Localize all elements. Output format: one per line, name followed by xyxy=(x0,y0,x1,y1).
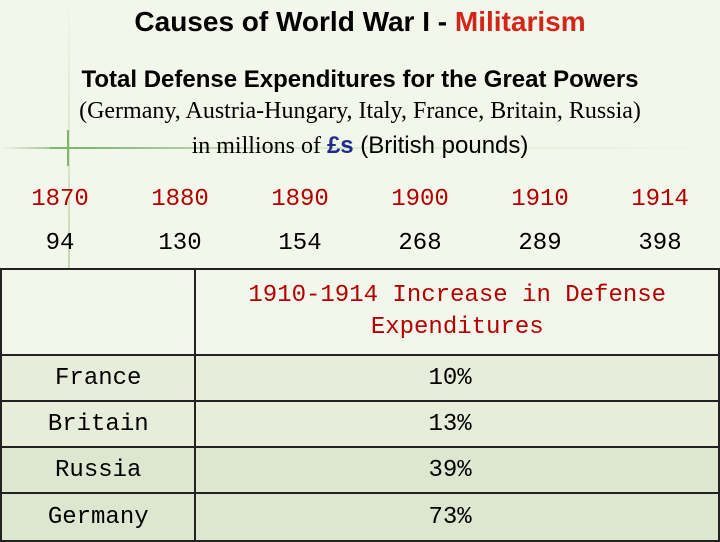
subtitle-line-1: Total Defense Expenditures for the Great… xyxy=(81,66,639,93)
table-row: France 10% xyxy=(0,354,720,402)
increase-cell: 73% xyxy=(194,492,720,542)
country-cell: Russia xyxy=(0,446,197,494)
table-header-row: 1910-1914 Increase in Defense Expenditur… xyxy=(0,268,720,356)
table-row: Germany 73% xyxy=(0,492,720,542)
country-cell: Germany xyxy=(0,492,197,542)
value-1880: 130 xyxy=(158,230,202,257)
increase-cell: 39% xyxy=(194,446,720,494)
value-1914: 398 xyxy=(638,230,682,257)
country-cell: Britain xyxy=(0,400,197,448)
title-highlight: Militarism xyxy=(454,6,586,37)
year-1914: 1914 xyxy=(631,186,689,213)
year-1890: 1890 xyxy=(271,186,329,213)
value-1900: 268 xyxy=(398,230,442,257)
units-suffix: (British pounds) xyxy=(353,132,529,159)
year-1900: 1900 xyxy=(391,186,449,213)
currency-symbol: £s xyxy=(326,132,354,159)
value-row: 94 130 154 268 289 398 xyxy=(0,230,720,260)
year-1880: 1880 xyxy=(151,186,209,213)
increase-cell: 10% xyxy=(194,354,720,402)
value-1870: 94 xyxy=(45,230,75,257)
table-row: Britain 13% xyxy=(0,400,720,448)
year-row: 1870 1880 1890 1900 1910 1914 xyxy=(0,186,720,218)
value-1910: 289 xyxy=(518,230,562,257)
sparkle-icon xyxy=(50,130,86,166)
background-horizontal-line xyxy=(0,147,720,149)
slide-title: Causes of World War I - Militarism xyxy=(0,6,720,38)
title-text: Causes of World War I - xyxy=(134,6,455,37)
units-prefix: in millions of xyxy=(191,133,327,159)
table-header: 1910-1914 Increase in Defense Expenditur… xyxy=(194,268,720,356)
country-cell: France xyxy=(0,354,197,402)
value-1890: 154 xyxy=(278,230,322,257)
increase-table: 1910-1914 Increase in Defense Expenditur… xyxy=(0,268,720,542)
year-1870: 1870 xyxy=(31,186,89,213)
subtitle-line-3: in millions of £s (British pounds) xyxy=(0,132,720,160)
year-1910: 1910 xyxy=(511,186,569,213)
subtitle-line-2: (Germany, Austria-Hungary, Italy, France… xyxy=(79,98,641,124)
increase-cell: 13% xyxy=(194,400,720,448)
header-blank-cell xyxy=(0,268,197,356)
table-row: Russia 39% xyxy=(0,446,720,494)
